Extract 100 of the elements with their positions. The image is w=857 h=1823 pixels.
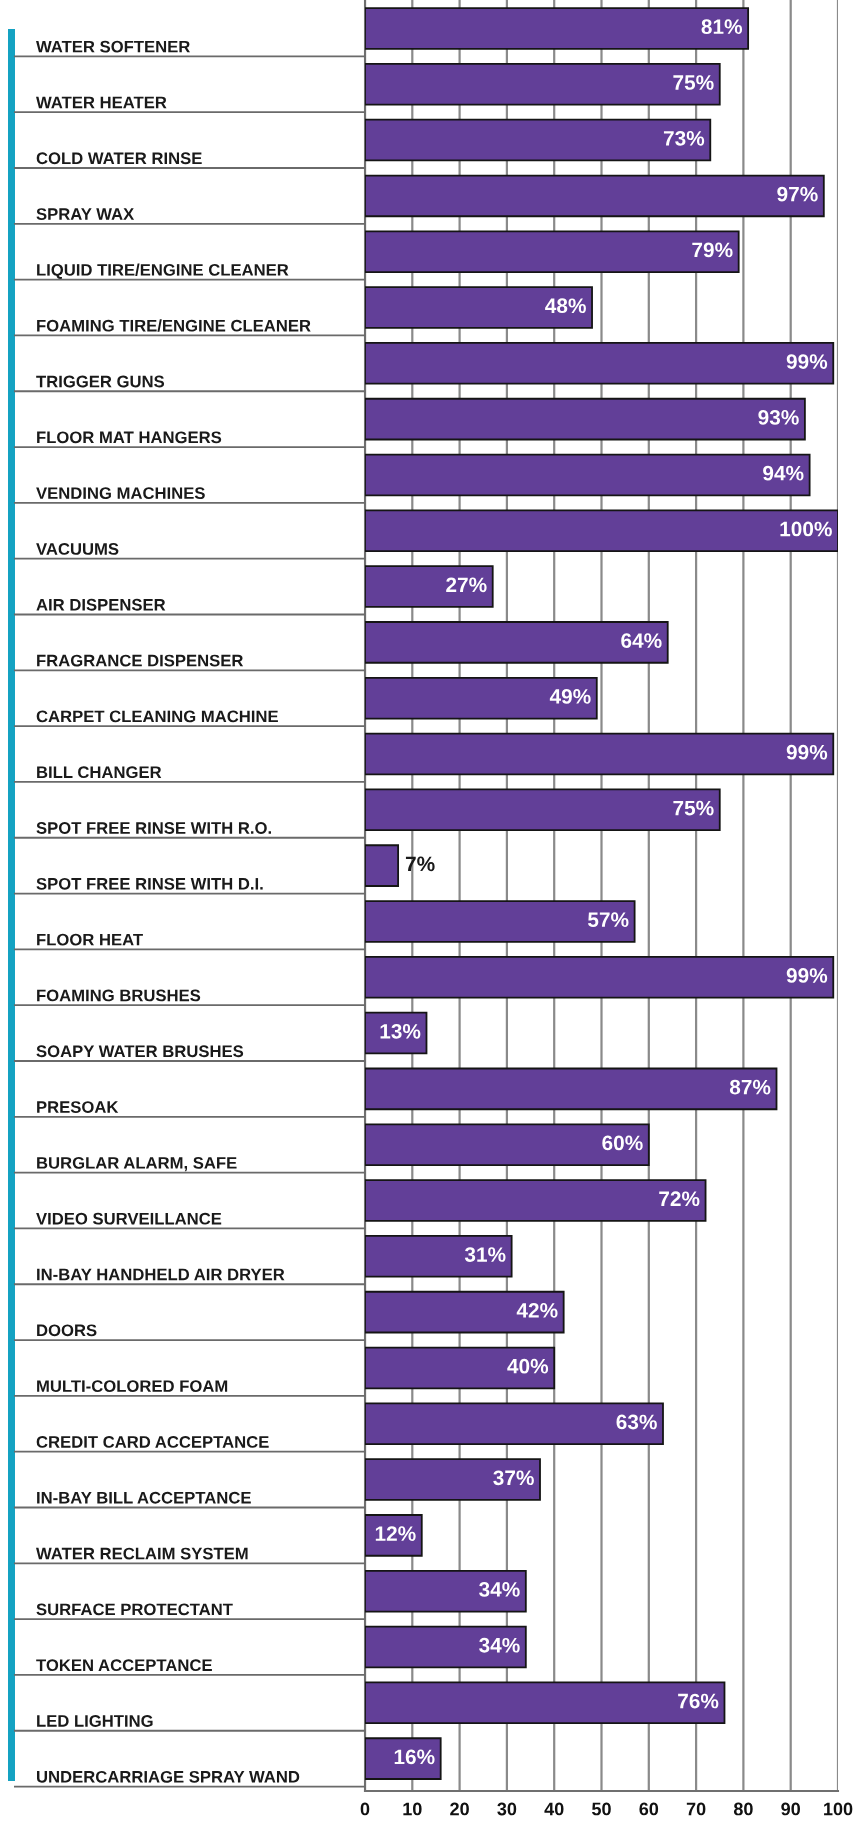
bar — [365, 509, 838, 553]
bar — [365, 1067, 778, 1111]
y-tick-label: VACUUMS — [36, 543, 119, 555]
y-tick-label: SPOT FREE RINSE WITH D.I. — [36, 877, 263, 890]
bar — [365, 1737, 442, 1780]
data-label: 42% — [516, 1302, 558, 1318]
bar — [365, 676, 598, 720]
data-label: 100% — [780, 521, 832, 537]
data-label: 31% — [464, 1247, 506, 1262]
y-tick-label: TOKEN ACCEPTANCE — [36, 1659, 212, 1672]
y-tick-label: FLOOR MAT HANGERS — [37, 431, 222, 444]
bar — [365, 1235, 513, 1278]
bar — [365, 565, 494, 608]
data-label: 12% — [375, 1526, 416, 1541]
bar — [365, 955, 835, 999]
x-tick-label: 0 — [360, 1802, 370, 1816]
y-tick-label: FOAMING BRUSHES — [37, 989, 201, 1002]
bar — [365, 1458, 541, 1501]
bar — [365, 286, 593, 329]
y-tick-label: VENDING MACHINES — [36, 487, 205, 500]
x-tick-label: 30 — [497, 1802, 517, 1816]
data-label: 49% — [549, 689, 591, 704]
y-tick-label: COLD WATER RINSE — [36, 152, 202, 165]
bar — [365, 174, 825, 218]
bar — [365, 844, 400, 887]
y-tick-label: SURFACE PROTECTANT — [36, 1603, 233, 1616]
bar — [365, 118, 712, 162]
bar — [365, 1290, 565, 1334]
bar — [365, 230, 740, 273]
bar — [365, 397, 806, 441]
data-label: 63% — [616, 1414, 657, 1430]
data-label: 72% — [659, 1191, 700, 1207]
bar — [365, 1123, 650, 1166]
x-tick-label: 10 — [403, 1802, 422, 1816]
data-label: 60% — [602, 1135, 643, 1151]
bar — [365, 7, 750, 50]
bar — [365, 1514, 423, 1557]
data-label: 37% — [493, 1470, 534, 1486]
data-label: 7% — [405, 856, 435, 872]
bar — [365, 1625, 527, 1669]
bar — [365, 1179, 707, 1222]
data-label: 13% — [380, 1023, 421, 1039]
data-label: 97% — [777, 186, 818, 202]
y-tick-label: FRAGRANCE DISPENSER — [37, 654, 244, 667]
bar — [365, 1346, 556, 1390]
bar — [365, 732, 835, 776]
data-label: 57% — [588, 912, 629, 928]
data-label: 48% — [545, 298, 586, 314]
data-label: 94% — [763, 465, 804, 481]
bar — [365, 1569, 527, 1613]
bar — [365, 1402, 664, 1446]
y-tick-label: WATER RECLAIM SYSTEM — [36, 1547, 248, 1560]
data-label: 75% — [673, 75, 714, 90]
y-tick-label: CREDIT CARD ACCEPTANCE — [36, 1436, 269, 1448]
data-label: 87% — [729, 1079, 771, 1095]
data-label: 75% — [673, 800, 714, 816]
y-tick-label: VIDEO SURVEILLANCE — [36, 1212, 222, 1225]
y-tick-label: SPOT FREE RINSE WITH R.O. — [36, 822, 271, 834]
y-tick-label: BURGLAR ALARM, SAFE — [37, 1156, 237, 1172]
data-label: 16% — [394, 1749, 435, 1765]
y-tick-label: UNDERCARRIAGE SPRAY WAND — [37, 1770, 300, 1783]
data-label: 73% — [663, 130, 705, 146]
data-label: 93% — [758, 409, 799, 425]
x-tick-label: 20 — [450, 1802, 469, 1816]
data-label: 99% — [786, 354, 828, 369]
data-label: 99% — [786, 744, 828, 760]
y-tick-label: IN-BAY BILL ACCEPTANCE — [37, 1491, 251, 1504]
y-tick-label: WATER HEATER — [36, 96, 167, 109]
bar — [365, 788, 721, 832]
y-tick-label: CARPET CLEANING MACHINE — [36, 710, 278, 723]
bar — [365, 621, 669, 664]
data-label: 99% — [786, 968, 828, 983]
y-tick-label: SOAPY WATER BRUSHES — [36, 1045, 244, 1058]
data-label: 81% — [701, 19, 743, 35]
x-tick-label: 80 — [733, 1802, 753, 1816]
y-tick-label: DOORS — [37, 1324, 97, 1337]
x-tick-label: 70 — [686, 1802, 706, 1816]
y-tick-label: FLOOR HEAT — [37, 933, 143, 946]
data-label: 27% — [446, 577, 487, 593]
x-tick-label: 90 — [781, 1802, 800, 1816]
y-tick-label: TRIGGER GUNS — [36, 375, 165, 388]
x-tick-label: 60 — [639, 1802, 659, 1816]
data-label: 76% — [678, 1693, 719, 1709]
data-label: 79% — [692, 242, 733, 258]
y-tick-label: LIQUID TIRE/ENGINE CLEANER — [37, 263, 289, 279]
bar — [365, 1681, 726, 1725]
y-tick-label: MULTI-COLORED FOAM — [37, 1380, 228, 1393]
y-tick-label: IN-BAY HANDHELD AIR DRYER — [37, 1268, 285, 1281]
bar — [365, 900, 636, 943]
data-label: 64% — [621, 633, 662, 648]
y-tick-label: WATER SOFTENER — [36, 40, 190, 53]
x-tick-label: 40 — [544, 1802, 564, 1816]
x-tick-label: 50 — [592, 1802, 611, 1816]
data-label: 34% — [479, 1582, 520, 1597]
x-tick-label: 100 — [824, 1802, 853, 1816]
data-label: 40% — [507, 1358, 549, 1374]
y-tick-label: BILL CHANGER — [37, 766, 162, 779]
bar — [365, 342, 835, 385]
bar — [365, 62, 721, 106]
y-tick-label: PRESOAK — [37, 1101, 119, 1113]
